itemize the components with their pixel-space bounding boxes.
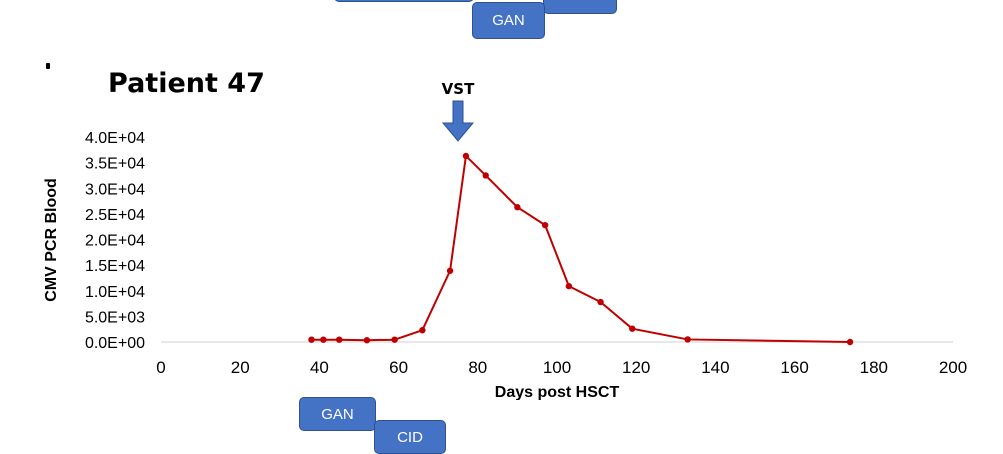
chart: VST 0 20 40 60 80 100 120 140 160 180 200 0.0E+00 5.…: [43, 80, 967, 400]
y-tick-label: 3.5E+04: [85, 156, 145, 173]
data-point: [363, 337, 371, 344]
y-tick-label: 4.0E+04: [85, 130, 145, 147]
y-tick-label: 2.0E+04: [85, 233, 145, 250]
y-tick-label: 3.0E+04: [85, 181, 145, 198]
data-point: [308, 336, 315, 343]
data-point: [391, 336, 398, 343]
x-tick-label: 160: [780, 358, 808, 377]
vst-annotation-label: VST: [442, 80, 475, 98]
data-point: [684, 336, 691, 343]
x-tick-label: 20: [231, 358, 250, 377]
treatment-box-gan-top: GAN: [472, 2, 545, 39]
x-tick-label: 140: [701, 358, 729, 377]
x-axis-title: Days post HSCT: [495, 384, 620, 400]
x-tick-label: 0: [156, 358, 165, 377]
x-tick-label: 80: [468, 358, 487, 377]
x-tick-label: 60: [389, 358, 408, 377]
y-tick-label: 2.5E+04: [85, 207, 145, 224]
x-tick-label: 180: [860, 358, 888, 377]
vst-arrow-icon: [441, 100, 475, 142]
data-point: [336, 336, 343, 343]
x-tick-label: 40: [310, 358, 329, 377]
series-line: [311, 154, 851, 343]
x-tick-label: 100: [543, 358, 571, 377]
data-point: [597, 298, 604, 306]
x-tick-label: 120: [622, 358, 650, 377]
data-point: [565, 282, 573, 290]
bullet-mark: [46, 63, 50, 69]
y-tick-label: 5.0E+03: [85, 309, 145, 326]
data-point: [419, 327, 426, 334]
data-point: [846, 338, 854, 346]
data-point: [462, 152, 470, 160]
data-point: [541, 221, 549, 229]
data-point: [320, 336, 327, 343]
y-axis-title: CMV PCR Blood: [43, 178, 60, 302]
data-point: [482, 172, 489, 179]
panel-title: Patient 47: [108, 68, 265, 99]
y-tick-label: 1.0E+04: [85, 284, 145, 301]
data-point: [446, 267, 454, 274]
y-tick-label: 0.0E+00: [85, 335, 145, 352]
data-point: [629, 325, 636, 332]
x-tick-label: 200: [939, 358, 967, 377]
treatment-box-gan-bottom: GAN: [299, 397, 376, 431]
y-tick-label: 1.5E+04: [85, 258, 145, 275]
data-point: [514, 204, 521, 211]
